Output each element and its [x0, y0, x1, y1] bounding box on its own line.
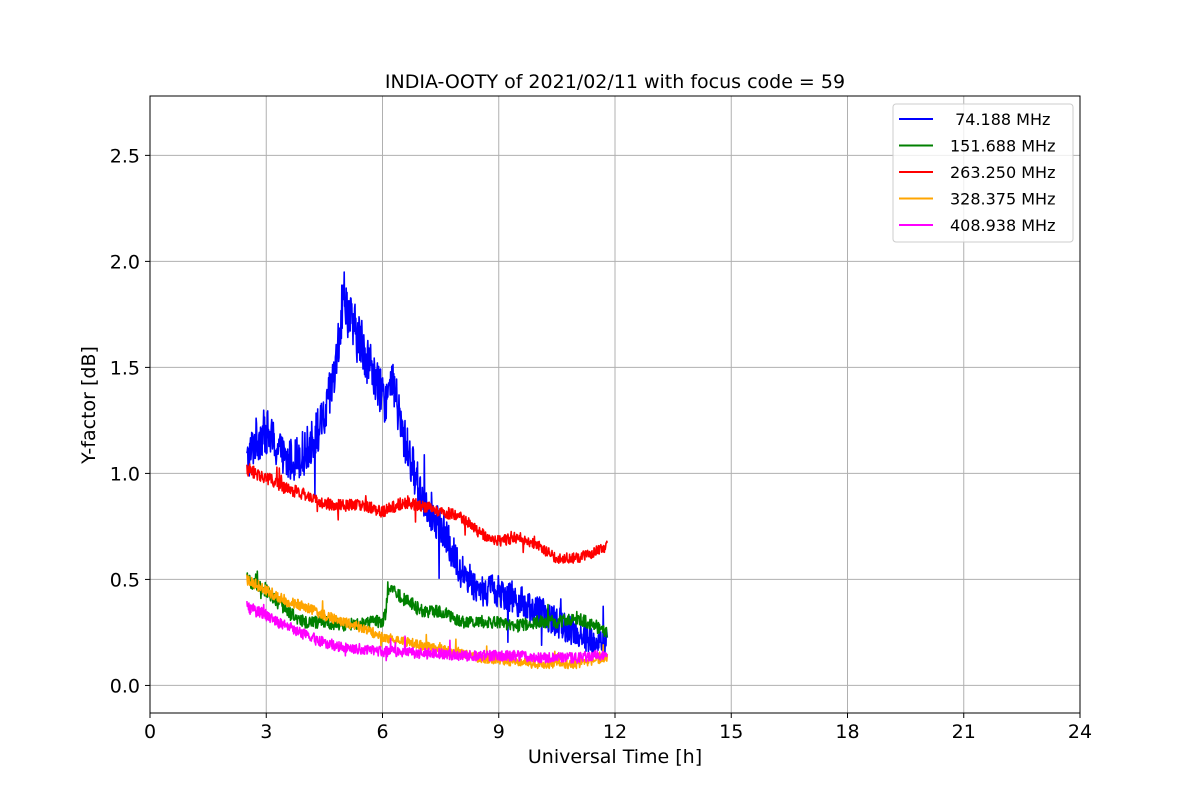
series-layer [246, 271, 609, 670]
x-tick-label: 18 [835, 721, 859, 743]
legend-label: 408.938 MHz [950, 216, 1055, 235]
x-tick-label: 3 [260, 721, 272, 743]
chart-title: INDIA-OOTY of 2021/02/11 with focus code… [385, 71, 845, 93]
legend-label: 74.188 MHz [950, 110, 1050, 129]
x-axis-label: Universal Time [h] [528, 746, 702, 768]
x-tick-label: 15 [719, 721, 743, 743]
legend-box [892, 103, 1074, 243]
legend: 74.188 MHz 151.688 MHz 263.250 MHz 328.375 … [892, 103, 1074, 243]
y-axis-label: Y-factor [dB] [78, 346, 100, 465]
x-tick-label: 21 [952, 721, 976, 743]
grid-layer [149, 96, 1081, 713]
series-line [246, 271, 609, 658]
legend-label: 263.250 MHz [950, 163, 1055, 182]
y-tick-label: 1.0 [110, 463, 140, 485]
legend-label: 151.688 MHz [950, 137, 1055, 156]
y-tick-label: 0.0 [110, 675, 140, 697]
x-tick-label: 0 [144, 721, 156, 743]
y-tick-label: 2.5 [110, 145, 140, 167]
x-tick-label: 12 [603, 721, 627, 743]
x-tick-label: 9 [493, 721, 505, 743]
y-tick-label: 1.5 [110, 357, 140, 379]
x-tick-label: 6 [376, 721, 388, 743]
legend-label: 328.375 MHz [950, 190, 1055, 209]
series-line [246, 570, 608, 639]
axis-layer: 0 3 6 9 12 15 18 21 24 0.0 0.5 1.0 1.5 2.0 2.5 [110, 145, 1092, 743]
series-line [246, 601, 608, 664]
y-tick-label: 2.0 [110, 251, 140, 273]
y-tick-label: 0.5 [110, 569, 140, 591]
x-tick-label: 24 [1068, 721, 1092, 743]
series-line [246, 463, 609, 564]
